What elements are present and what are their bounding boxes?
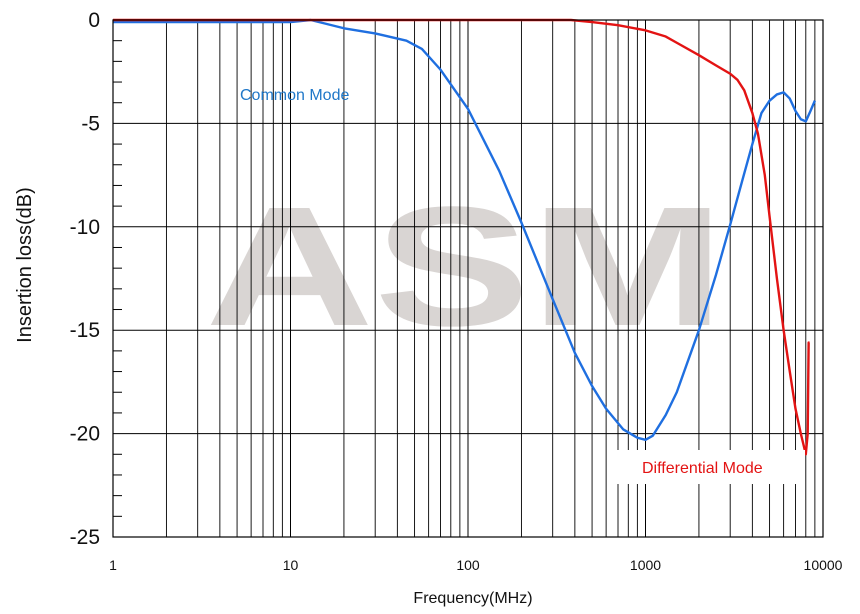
x-tick-label: 100: [456, 557, 480, 573]
series-line-0: [113, 18, 816, 441]
y-tick-label: -5: [81, 112, 100, 135]
y-tick-label: -15: [70, 319, 100, 342]
y-tick-label: -20: [70, 423, 100, 446]
y-tick-label: 0: [88, 9, 100, 32]
common-mode-label: Common Mode: [240, 87, 349, 104]
series-line-1: [113, 18, 810, 456]
x-tick-label: 10: [283, 557, 299, 573]
grid: [113, 20, 823, 537]
y-tick-label: -25: [70, 526, 100, 549]
y-axis-title: Insertion loss(dB): [14, 187, 36, 343]
differential-mode-label-bg: [615, 450, 805, 484]
y-tick-label: -10: [70, 216, 100, 239]
series-layer: [113, 18, 816, 456]
watermark-text: ASM: [205, 172, 725, 362]
tick-labels: 0 -5 -10 -15 -20 -25 1 10 100 1000 10000: [70, 9, 843, 573]
x-axis-title: Frequency(MHz): [413, 590, 532, 607]
x-tick-label: 10000: [804, 557, 843, 573]
plot-area-frame: [112, 19, 824, 538]
x-tick-label: 1000: [630, 557, 661, 573]
differential-mode-label: Differential Mode: [642, 460, 763, 477]
x-tick-label: 1: [109, 557, 117, 573]
